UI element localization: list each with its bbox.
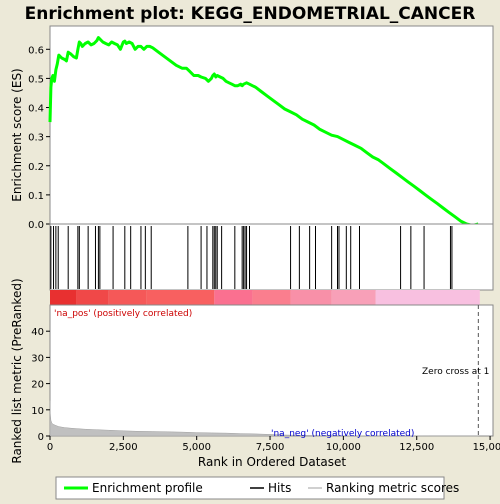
- ranking-metric-scores: [49, 400, 479, 437]
- es-y-tick-label: 0.6: [28, 45, 44, 56]
- color-bar-segment: [108, 290, 147, 305]
- hit-markers: [50, 226, 453, 289]
- es-y-axis: 0.0 0.1 0.2 0.3 0.4 0.5 0.6: [28, 45, 50, 231]
- es-y-tick-label: 0.2: [28, 162, 44, 173]
- es-y-tick-label: 0.4: [28, 104, 44, 115]
- rank-x-tick-label: 12,500: [399, 442, 434, 453]
- color-bar-segment: [252, 290, 291, 305]
- legend-label: Hits: [268, 481, 291, 495]
- hits-plot-area: [49, 223, 494, 291]
- color-bar-segment: [375, 290, 480, 305]
- legend: Enrichment profile Hits Ranking metric sco…: [64, 481, 459, 495]
- ranked-color-bar: [50, 290, 480, 305]
- color-bar-segment: [50, 290, 77, 305]
- es-y-axis-label: Enrichment score (ES): [10, 68, 24, 201]
- rank-x-axis-label: Rank in Ordered Dataset: [198, 455, 346, 469]
- rank-y-tick-label: 10: [31, 406, 44, 417]
- rank-y-tick-label: 40: [31, 327, 44, 338]
- legend-label: Enrichment profile: [92, 481, 203, 495]
- rank-y-tick-label: 0: [38, 432, 44, 443]
- rank-x-tick-label: 10,000: [326, 442, 361, 453]
- rank-x-tick-label: 5,000: [182, 442, 211, 453]
- color-bar-segment: [76, 290, 109, 305]
- chart-title: Enrichment plot: KEGG_ENDOMETRIAL_CANCER: [25, 4, 476, 24]
- legend-label: Ranking metric scores: [326, 481, 459, 495]
- color-bar-segment: [146, 290, 215, 305]
- neg-correlated-label: 'na_neg' (negatively correlated): [271, 429, 414, 439]
- color-bar-segment: [214, 290, 253, 305]
- rank-plot-area: [49, 304, 494, 437]
- pos-correlated-label: 'na_pos' (positively correlated): [54, 309, 192, 319]
- es-y-tick-label: 0.3: [28, 133, 44, 144]
- rank-y-tick-label: 30: [31, 353, 44, 364]
- enrichment-profile-line: [48, 36, 479, 227]
- rank-y-axis: 0 10 20 30 40: [31, 327, 50, 443]
- rank-y-tick-label: 20: [31, 380, 44, 391]
- rank-x-tick-label: 2,500: [109, 442, 138, 453]
- enrichment-profile: [48, 36, 479, 227]
- rank-x-tick-label: 0: [47, 442, 53, 453]
- rank-x-axis: 0 2,500 5,000 7,500 10,000 12,500 15,000: [47, 436, 500, 453]
- es-y-tick-label: 0.5: [28, 74, 44, 85]
- color-bar-segment: [331, 290, 376, 305]
- color-bar-segment: [290, 290, 332, 305]
- rank-x-tick-label: 15,000: [473, 442, 500, 453]
- ranking-metric-area: [49, 400, 479, 437]
- es-y-tick-label: 0.0: [28, 220, 44, 231]
- es-y-tick-label: 0.1: [28, 191, 44, 202]
- zero-cross-label: Zero cross at 1: [422, 367, 489, 377]
- rank-y-axis-label: Ranked list metric (PreRanked): [10, 278, 24, 463]
- rank-x-tick-label: 7,500: [256, 442, 285, 453]
